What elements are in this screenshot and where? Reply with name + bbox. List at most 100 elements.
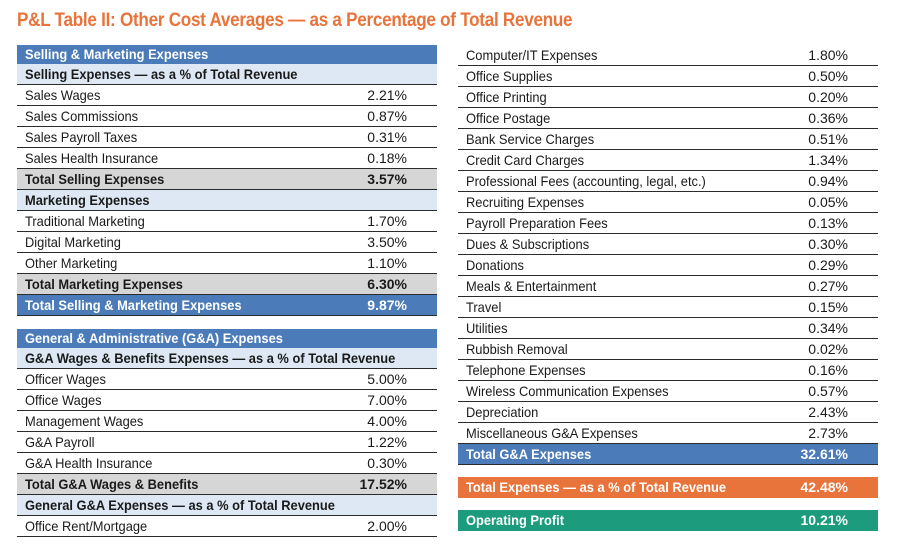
row-value: 2.73%	[808, 425, 848, 441]
row-label: Sales Wages	[25, 87, 101, 103]
row-value: 3.50%	[367, 234, 407, 250]
table-row: Telephone Expenses 0.16%	[458, 360, 878, 381]
table-row: Bank Service Charges 0.51%	[458, 129, 878, 150]
table-row: Management Wages 4.00%	[17, 411, 437, 432]
section-header-label: Selling & Marketing Expenses	[25, 46, 209, 62]
row-value: 5.00%	[367, 371, 407, 387]
row-label: Office Printing	[466, 89, 547, 105]
ga-wages-rows: Officer Wages 5.00% Office Wages 7.00% Manag…	[17, 369, 437, 474]
row-value: 1.80%	[808, 47, 848, 63]
table-row: Sales Commissions 0.87%	[17, 106, 437, 127]
table-row: Meals & Entertainment 0.27%	[458, 276, 878, 297]
table-row: Office Supplies 0.50%	[458, 66, 878, 87]
page-title: P&L Table II: Other Cost Averages — as a…	[17, 10, 573, 31]
total-marketing-row: Total Marketing Expenses 6.30%	[17, 274, 437, 295]
total-ga-wages-row: Total G&A Wages & Benefits 17.52%	[17, 474, 437, 495]
right-column: Computer/IT Expenses 1.80% Office Supplies…	[458, 45, 878, 531]
general-ga-rows-continued: Computer/IT Expenses 1.80% Office Supplies…	[458, 45, 878, 444]
total-selling-marketing-row: Total Selling & Marketing Expenses 9.87%	[17, 295, 437, 316]
table-row: Traditional Marketing 1.70%	[17, 211, 437, 232]
row-value: 4.00%	[367, 413, 407, 429]
table-row: Rubbish Removal 0.02%	[458, 339, 878, 360]
row-label: Credit Card Charges	[466, 152, 585, 168]
row-label: Wireless Communication Expenses	[466, 383, 669, 399]
row-label: Sales Payroll Taxes	[25, 129, 138, 145]
row-label: Payroll Preparation Fees	[466, 215, 608, 231]
row-label: Dues & Subscriptions	[466, 236, 590, 252]
row-label: Office Postage	[466, 110, 551, 126]
general-ga-rows: Office Rent/Mortgage 2.00%	[17, 516, 437, 537]
row-value: 0.50%	[808, 68, 848, 84]
row-label: Office Wages	[25, 392, 102, 408]
row-value: 0.13%	[808, 215, 848, 231]
row-label: Traditional Marketing	[25, 213, 145, 229]
total-value: 32.61%	[800, 446, 848, 462]
subheader-label: G&A Wages & Benefits Expenses — as a % o…	[25, 350, 396, 366]
table-row: Sales Wages 2.21%	[17, 85, 437, 106]
section-header-label: General & Administrative (G&A) Expenses	[25, 330, 283, 346]
total-label: Operating Profit	[466, 512, 565, 528]
table-row: Wireless Communication Expenses 0.57%	[458, 381, 878, 402]
row-value: 0.15%	[808, 299, 848, 315]
table-row: Other Marketing 1.10%	[17, 253, 437, 274]
row-value: 0.87%	[367, 108, 407, 124]
table-row: Office Postage 0.36%	[458, 108, 878, 129]
table-row: Professional Fees (accounting, legal, et…	[458, 171, 878, 192]
selling-expenses-subheader: Selling Expenses — as a % of Total Reven…	[17, 64, 437, 85]
table-row: Recruiting Expenses 0.05%	[458, 192, 878, 213]
total-label: Total Selling Expenses	[25, 171, 165, 187]
selling-rows: Sales Wages 2.21% Sales Commissions 0.87% Sa…	[17, 85, 437, 169]
selling-marketing-header: Selling & Marketing Expenses	[17, 45, 437, 64]
total-expenses-row: Total Expenses — as a % of Total Revenue…	[458, 477, 878, 498]
ga-header: General & Administrative (G&A) Expenses	[17, 329, 437, 348]
total-label: Total Expenses — as a % of Total Revenue	[466, 479, 727, 495]
row-label: Other Marketing	[25, 255, 118, 271]
row-label: G&A Health Insurance	[25, 455, 153, 471]
table-row: Sales Health Insurance 0.18%	[17, 148, 437, 169]
table-row: Miscellaneous G&A Expenses 2.73%	[458, 423, 878, 444]
total-label: Total G&A Expenses	[466, 446, 592, 462]
row-label: Travel	[466, 299, 502, 315]
table-row: Utilities 0.34%	[458, 318, 878, 339]
row-value: 7.00%	[367, 392, 407, 408]
total-label: Total Marketing Expenses	[25, 276, 183, 292]
table-row: Dues & Subscriptions 0.30%	[458, 234, 878, 255]
row-label: Computer/IT Expenses	[466, 47, 598, 63]
table-row: Office Wages 7.00%	[17, 390, 437, 411]
table-row: G&A Payroll 1.22%	[17, 432, 437, 453]
total-label: Total Selling & Marketing Expenses	[25, 297, 242, 313]
row-value: 0.27%	[808, 278, 848, 294]
subheader-label: General G&A Expenses — as a % of Total R…	[25, 497, 335, 513]
total-value: 42.48%	[800, 479, 848, 495]
row-value: 0.16%	[808, 362, 848, 378]
table-row: Depreciation 2.43%	[458, 402, 878, 423]
row-label: Recruiting Expenses	[466, 194, 585, 210]
row-value: 1.10%	[367, 255, 407, 271]
row-label: Sales Commissions	[25, 108, 139, 124]
marketing-rows: Traditional Marketing 1.70% Digital Market…	[17, 211, 437, 274]
row-label: Officer Wages	[25, 371, 106, 387]
row-label: Bank Service Charges	[466, 131, 595, 147]
ga-wages-subheader: G&A Wages & Benefits Expenses — as a % o…	[17, 348, 437, 369]
row-value: 0.29%	[808, 257, 848, 273]
operating-profit-row: Operating Profit 10.21%	[458, 510, 878, 531]
row-value: 0.30%	[808, 236, 848, 252]
row-value: 1.70%	[367, 213, 407, 229]
row-label: Sales Health Insurance	[25, 150, 159, 166]
row-label: Depreciation	[466, 404, 539, 420]
row-value: 0.30%	[367, 455, 407, 471]
table-row: Officer Wages 5.00%	[17, 369, 437, 390]
total-label: Total G&A Wages & Benefits	[25, 476, 199, 492]
marketing-expenses-subheader: Marketing Expenses	[17, 190, 437, 211]
table-row: Donations 0.29%	[458, 255, 878, 276]
row-value: 0.31%	[367, 129, 407, 145]
total-value: 6.30%	[367, 276, 407, 292]
table-row: Digital Marketing 3.50%	[17, 232, 437, 253]
row-value: 0.02%	[808, 341, 848, 357]
row-label: Utilities	[466, 320, 508, 336]
table-row: Sales Payroll Taxes 0.31%	[17, 127, 437, 148]
total-value: 17.52%	[359, 476, 407, 492]
row-value: 0.94%	[808, 173, 848, 189]
row-label: Digital Marketing	[25, 234, 121, 250]
row-value: 1.34%	[808, 152, 848, 168]
